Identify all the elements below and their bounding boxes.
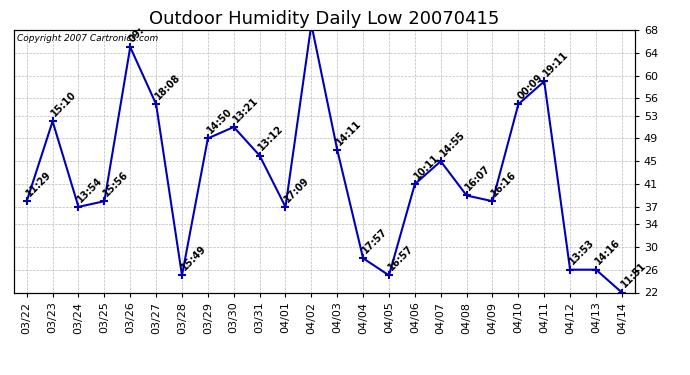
- Text: 15:45: 15:45: [0, 374, 1, 375]
- Text: 10:11: 10:11: [412, 152, 441, 181]
- Text: 11:29: 11:29: [24, 170, 53, 198]
- Text: 15:56: 15:56: [101, 170, 130, 198]
- Text: 19:11: 19:11: [542, 50, 571, 79]
- Text: 09:: 09:: [128, 25, 147, 44]
- Text: 13:12: 13:12: [257, 124, 286, 153]
- Text: 16:16: 16:16: [490, 170, 519, 198]
- Text: 00:09: 00:09: [515, 72, 544, 101]
- Text: 14:55: 14:55: [438, 129, 467, 159]
- Text: 16:57: 16:57: [386, 244, 415, 273]
- Text: 15:49: 15:49: [179, 244, 208, 273]
- Text: 14:50: 14:50: [205, 106, 234, 136]
- Text: 13:21: 13:21: [231, 95, 260, 124]
- Title: Outdoor Humidity Daily Low 20070415: Outdoor Humidity Daily Low 20070415: [149, 10, 500, 28]
- Text: 17:57: 17:57: [360, 226, 389, 255]
- Text: Copyright 2007 Cartronics.com: Copyright 2007 Cartronics.com: [17, 34, 158, 43]
- Text: 14:11: 14:11: [335, 118, 364, 147]
- Text: 11:51: 11:51: [619, 261, 648, 290]
- Text: 15:10: 15:10: [50, 90, 79, 118]
- Text: 18:08: 18:08: [153, 72, 182, 101]
- Text: 16:07: 16:07: [464, 164, 493, 193]
- Text: 13:53: 13:53: [567, 238, 596, 267]
- Text: 17:09: 17:09: [283, 175, 312, 204]
- Text: 13:54: 13:54: [76, 175, 105, 204]
- Text: 14:16: 14:16: [593, 238, 622, 267]
